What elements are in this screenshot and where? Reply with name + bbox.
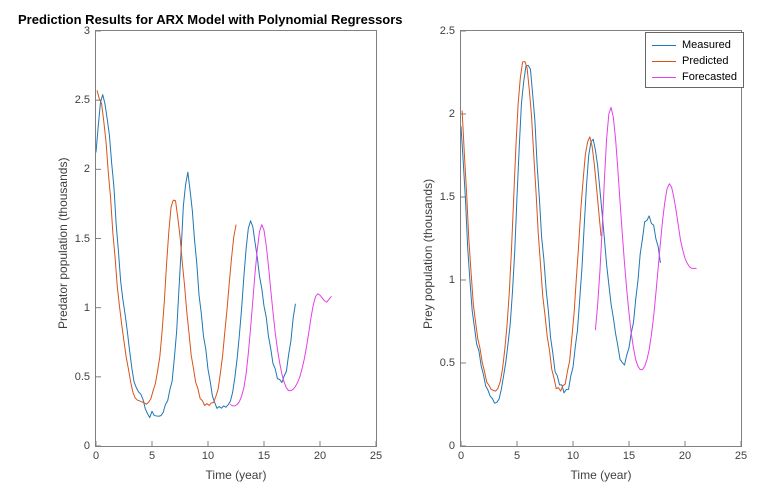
ytick-label: 0 <box>84 440 90 452</box>
legend-item: Forecasted <box>652 69 737 85</box>
ytick-label: 2.5 <box>440 25 455 37</box>
xtick-label: 10 <box>202 450 214 462</box>
xtick-label: 15 <box>623 450 635 462</box>
legend-label: Forecasted <box>682 71 737 83</box>
xtick-label: 5 <box>514 450 520 462</box>
ylabel: Predator population (thousands) <box>56 157 70 328</box>
left-axes: 051015202500.511.522.53Time (year)Predat… <box>95 30 377 447</box>
xtick-label: 15 <box>258 450 270 462</box>
ytick-label: 0 <box>449 440 455 452</box>
ytick-label: 0.5 <box>75 371 90 383</box>
xtick-label: 0 <box>93 450 99 462</box>
ytick-label: 2 <box>449 108 455 120</box>
legend-swatch <box>652 61 676 62</box>
ytick-label: 1 <box>84 302 90 314</box>
xtick-label: 0 <box>458 450 464 462</box>
xtick-label: 25 <box>735 450 747 462</box>
xlabel: Time (year) <box>561 468 641 482</box>
xtick-label: 25 <box>370 450 382 462</box>
ytick-label: 2 <box>84 163 90 175</box>
legend: Measured Predicted Forecasted <box>645 32 744 88</box>
ytick-label: 0.5 <box>440 357 455 369</box>
ytick-label: 2.5 <box>75 94 90 106</box>
xlabel: Time (year) <box>196 468 276 482</box>
ytick-label: 1.5 <box>75 233 90 245</box>
xtick-label: 10 <box>567 450 579 462</box>
figure: Prediction Results for ARX Model with Po… <box>0 0 784 504</box>
ytick-label: 1 <box>449 274 455 286</box>
right-axes: 051015202500.511.522.5Time (year)Prey po… <box>460 30 742 447</box>
figure-title: Prediction Results for ARX Model with Po… <box>18 12 403 27</box>
xtick-label: 20 <box>679 450 691 462</box>
ytick-label: 1.5 <box>440 191 455 203</box>
ytick-label: 3 <box>84 25 90 37</box>
xtick-label: 5 <box>149 450 155 462</box>
xtick-label: 20 <box>314 450 326 462</box>
legend-label: Measured <box>682 39 731 51</box>
legend-item: Predicted <box>652 53 737 69</box>
legend-item: Measured <box>652 37 737 53</box>
legend-swatch <box>652 45 676 46</box>
legend-label: Predicted <box>682 55 728 67</box>
legend-swatch <box>652 77 676 78</box>
ylabel: Prey population (thousands) <box>421 178 435 328</box>
